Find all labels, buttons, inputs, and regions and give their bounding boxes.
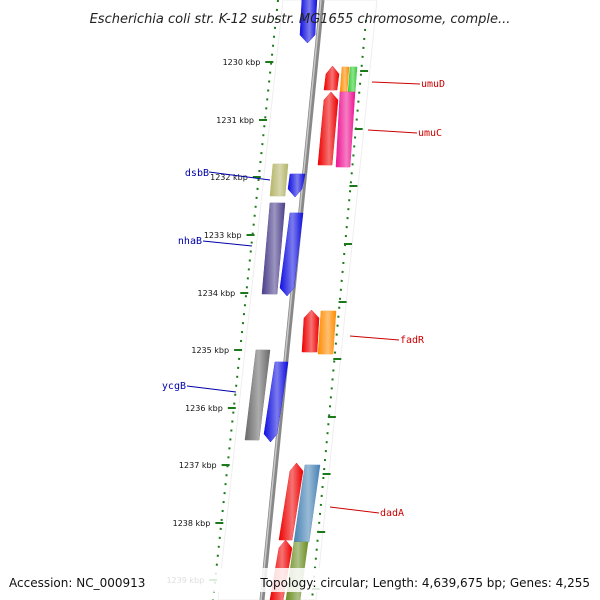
gene-block-shading	[340, 67, 349, 93]
gene-block-shading	[318, 92, 338, 165]
gene-label-leader	[349, 335, 400, 341]
gene-block-shading	[264, 362, 288, 442]
gene-label-dadA[interactable]: dadA	[380, 508, 404, 519]
accession-text: Accession: NC_000913	[9, 576, 145, 590]
gene-label-leader	[208, 171, 271, 181]
gene-label-dsbB[interactable]: dsbB	[185, 168, 209, 179]
gene-block-shading	[280, 213, 303, 296]
gene-label-ycgB[interactable]: ycgB	[162, 381, 186, 392]
tick-label: 1232 kbp	[210, 173, 248, 182]
gene-block-shading	[336, 92, 355, 167]
gene-block-shading	[294, 465, 320, 542]
gene-block-shading	[324, 66, 339, 90]
gene-block-shading	[262, 203, 285, 294]
gene-block-shading	[288, 174, 305, 197]
gene-block-shading	[348, 67, 357, 93]
gene-block-shading	[300, 0, 317, 43]
gene-label-umuD[interactable]: umuD	[421, 79, 445, 90]
tick-label: 1236 kbp	[185, 404, 223, 413]
tick-label: 1238 kbp	[173, 519, 211, 528]
tick-label: 1233 kbp	[204, 231, 242, 240]
tick-label: 1234 kbp	[198, 289, 236, 298]
gene-label-nhaB[interactable]: nhaB	[178, 236, 202, 247]
tick-label: 1235 kbp	[191, 346, 229, 355]
tick-label: 1231 kbp	[216, 116, 254, 125]
gene-label-leader	[329, 506, 380, 514]
chromosome-backbone-highlight	[260, 0, 322, 600]
left-tick-rail	[212, 0, 279, 600]
kbp-ticks: 1230 kbp 1231 kbp 1232 kbp 1233 kbp 1234 kbp…	[166, 58, 369, 590]
gene-block-shading	[318, 311, 336, 354]
map-title: Escherichia coli str. K-12 substr. MG165…	[90, 12, 511, 27]
tick-label: 1230 kbp	[223, 58, 261, 67]
gene-label-leader	[202, 240, 253, 247]
gene-label-leader	[367, 129, 418, 134]
gene-label-fadR[interactable]: fadR	[400, 335, 425, 346]
gene-label-leader	[371, 81, 421, 85]
topology-text: Topology: circular; Length: 4,639,675 bp…	[259, 576, 590, 590]
chromosome-backbone	[259, 0, 325, 600]
gene-block-shading	[270, 164, 288, 196]
gene-label-leader	[186, 385, 237, 393]
gene-label-umuC[interactable]: umuC	[418, 128, 442, 139]
tick-label: 1237 kbp	[179, 461, 217, 470]
gene-block-shading	[302, 310, 319, 352]
gene-block-shading	[245, 350, 270, 440]
footer-backdrop	[0, 568, 600, 592]
gene-labels: umuD umuC dsbB nhaB fadR ycgB dadA	[162, 79, 445, 519]
gene-block-shading	[279, 463, 303, 540]
